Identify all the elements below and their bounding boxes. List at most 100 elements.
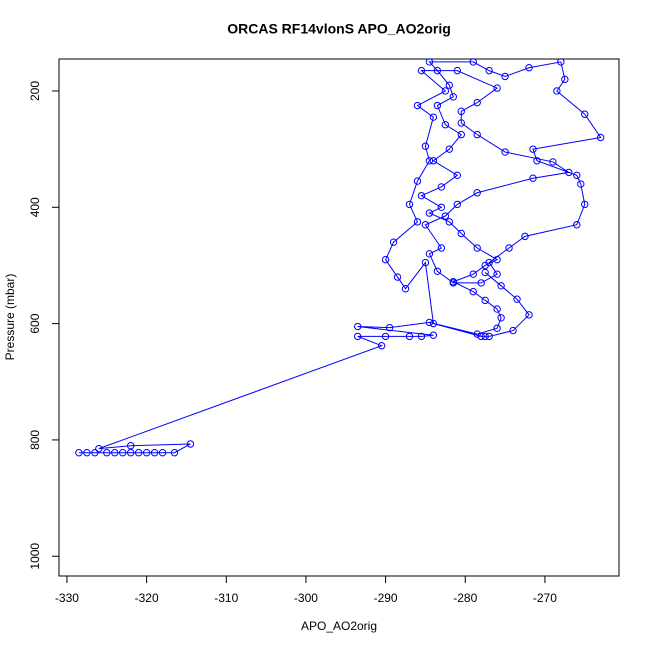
data-point xyxy=(425,209,434,217)
data-line xyxy=(78,61,602,454)
data-point xyxy=(457,229,465,238)
data-point xyxy=(469,270,477,278)
data-point xyxy=(142,449,151,457)
data-point xyxy=(425,58,434,66)
data-point xyxy=(389,238,398,246)
data-point xyxy=(525,311,533,319)
data-point xyxy=(473,244,481,252)
data-point xyxy=(565,168,573,177)
data-point xyxy=(437,203,446,211)
data-point xyxy=(421,258,430,267)
data-point xyxy=(429,157,438,165)
data-point xyxy=(473,189,481,197)
data-point xyxy=(509,326,517,335)
data-point xyxy=(596,133,605,142)
data-point xyxy=(421,142,430,150)
data-point xyxy=(453,171,461,180)
data-point xyxy=(481,332,489,341)
data-point xyxy=(413,218,422,226)
y-tick-label: 400 xyxy=(28,197,42,217)
data-point xyxy=(429,319,438,328)
x-tick-label: -300 xyxy=(294,591,318,605)
data-point xyxy=(433,66,442,75)
data-point xyxy=(477,332,485,341)
data-point xyxy=(505,244,513,252)
x-tick-label: -290 xyxy=(374,591,398,605)
data-point xyxy=(529,145,537,153)
data-point xyxy=(134,449,143,457)
data-point xyxy=(354,332,362,341)
data-point xyxy=(433,101,442,110)
data-point xyxy=(501,72,509,81)
data-point xyxy=(557,58,565,66)
data-point xyxy=(425,318,434,327)
data-point xyxy=(457,107,465,116)
data-point xyxy=(553,87,561,95)
x-tick-label: -320 xyxy=(135,591,159,605)
data-point xyxy=(413,101,422,110)
data-point xyxy=(417,66,426,75)
data-point xyxy=(573,171,581,180)
data-point xyxy=(473,130,481,139)
data-point xyxy=(449,93,458,101)
data-point xyxy=(445,218,454,226)
data-point xyxy=(441,121,450,129)
data-point xyxy=(103,449,111,457)
data-point xyxy=(441,87,450,95)
data-point xyxy=(83,449,91,457)
data-point xyxy=(581,110,589,118)
data-point xyxy=(126,449,135,457)
data-point xyxy=(473,330,481,338)
data-point xyxy=(581,200,589,209)
data-point xyxy=(158,449,167,457)
data-point xyxy=(429,331,438,339)
data-point xyxy=(473,98,481,107)
data-point xyxy=(453,66,461,75)
data-point xyxy=(91,449,99,457)
data-point xyxy=(549,158,557,166)
data-point xyxy=(477,279,485,287)
data-point xyxy=(577,180,585,188)
data-point xyxy=(469,287,477,296)
data-point xyxy=(75,449,83,457)
data-point xyxy=(405,332,414,341)
data-point xyxy=(485,258,493,267)
y-axis-label: Pressure (mbar) xyxy=(3,274,17,361)
data-point xyxy=(445,81,454,89)
data-point xyxy=(417,332,426,341)
data-point xyxy=(354,322,362,331)
data-point xyxy=(561,75,569,84)
data-point xyxy=(533,157,541,165)
data-point xyxy=(481,296,489,305)
data-point xyxy=(385,323,394,332)
data-point xyxy=(525,64,533,72)
data-point xyxy=(429,113,438,121)
y-tick-label: 600 xyxy=(28,313,42,333)
data-point xyxy=(501,148,509,156)
x-tick-label: -270 xyxy=(533,591,557,605)
data-point xyxy=(437,244,446,252)
data-point xyxy=(441,212,450,220)
data-point xyxy=(150,449,159,457)
data-point xyxy=(529,174,537,182)
data-point xyxy=(497,314,505,322)
data-point xyxy=(481,268,489,277)
data-point xyxy=(493,305,501,313)
data-point xyxy=(449,279,458,287)
data-point xyxy=(417,191,426,200)
data-point xyxy=(405,200,414,209)
data-point xyxy=(126,442,135,450)
data-point xyxy=(425,157,434,165)
data-point xyxy=(485,332,493,341)
data-point xyxy=(437,183,446,191)
data-point xyxy=(513,295,521,303)
data-point xyxy=(493,255,501,264)
data-point xyxy=(493,84,501,92)
data-point xyxy=(119,449,127,457)
data-point xyxy=(493,324,501,332)
data-point xyxy=(186,440,195,448)
data-point xyxy=(377,342,386,350)
data-point xyxy=(393,273,402,281)
data-point xyxy=(95,444,103,453)
